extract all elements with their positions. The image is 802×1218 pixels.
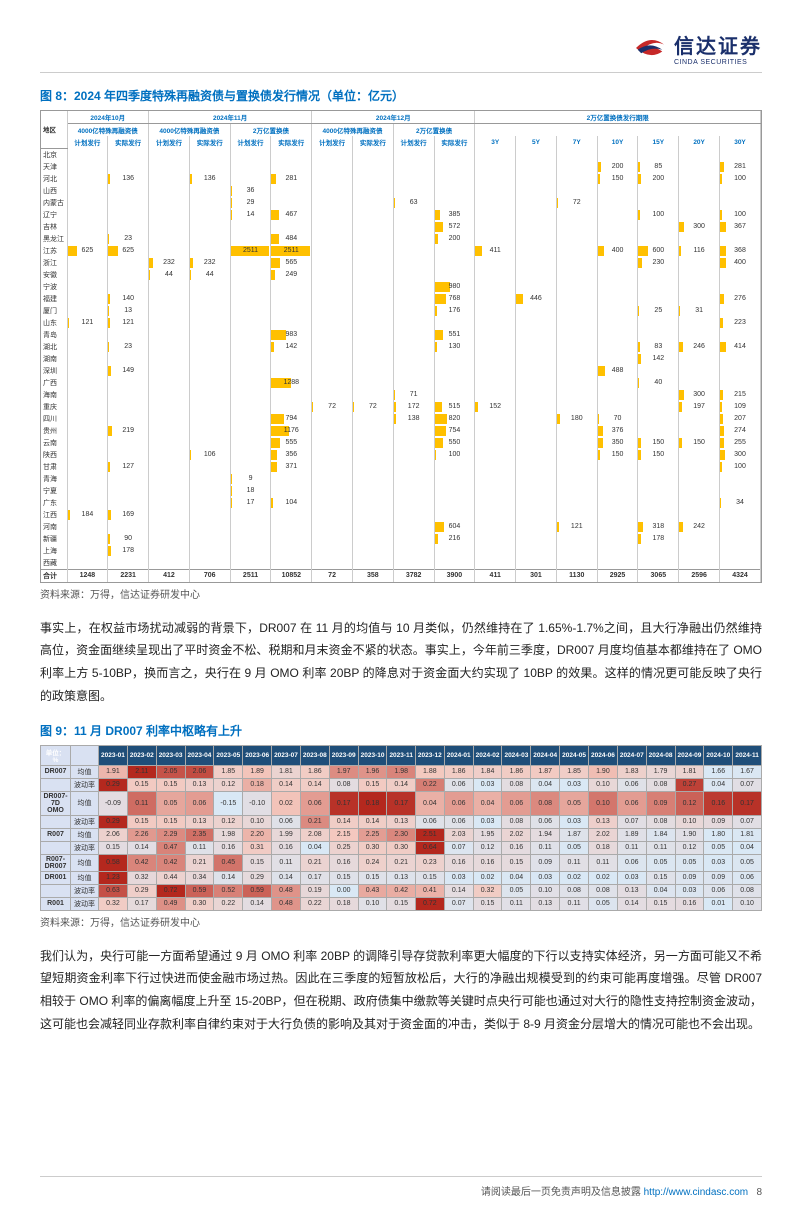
paragraph-2: 我们认为，央行可能一方面希望通过 9 月 OMO 利率 20BP 的调降引导存贷…	[40, 945, 762, 1036]
logo-text-cn: 信达证券	[674, 30, 762, 59]
page-header: 信达证券 CINDA SECURITIES	[40, 30, 762, 73]
figure-9-source: 资料来源：万得，信达证券研发中心	[40, 914, 762, 929]
footer-text: 请阅读最后一页免责声明及信息披露	[481, 1187, 641, 1198]
page-number: 8	[756, 1187, 762, 1198]
figure-9-title: 图 9：11 月 DR007 利率中枢略有上升	[40, 722, 762, 739]
footer-link[interactable]: http://www.cindasc.com	[644, 1187, 748, 1198]
swirl-icon	[632, 34, 668, 62]
paragraph-1: 事实上，在权益市场扰动减弱的背景下，DR007 在 11 月的均值与 10 月类…	[40, 617, 762, 708]
figure-8-title: 图 8：2024 年四季度特殊再融资债与置换债发行情况（单位：亿元）	[40, 87, 762, 104]
logo-text-en: CINDA SECURITIES	[674, 59, 762, 66]
figure-9-table: 单位：%2023-012023-022023-032023-042023-052…	[40, 745, 762, 911]
figure-8-table: 地区2024年10月2024年11月2024年12月2万亿置换债发行期限 400…	[40, 110, 762, 583]
figure-8-source: 资料来源：万得，信达证券研发中心	[40, 586, 762, 601]
brand-logo: 信达证券 CINDA SECURITIES	[632, 30, 762, 66]
page-footer: 请阅读最后一页免责声明及信息披露 http://www.cindasc.com …	[40, 1176, 762, 1198]
